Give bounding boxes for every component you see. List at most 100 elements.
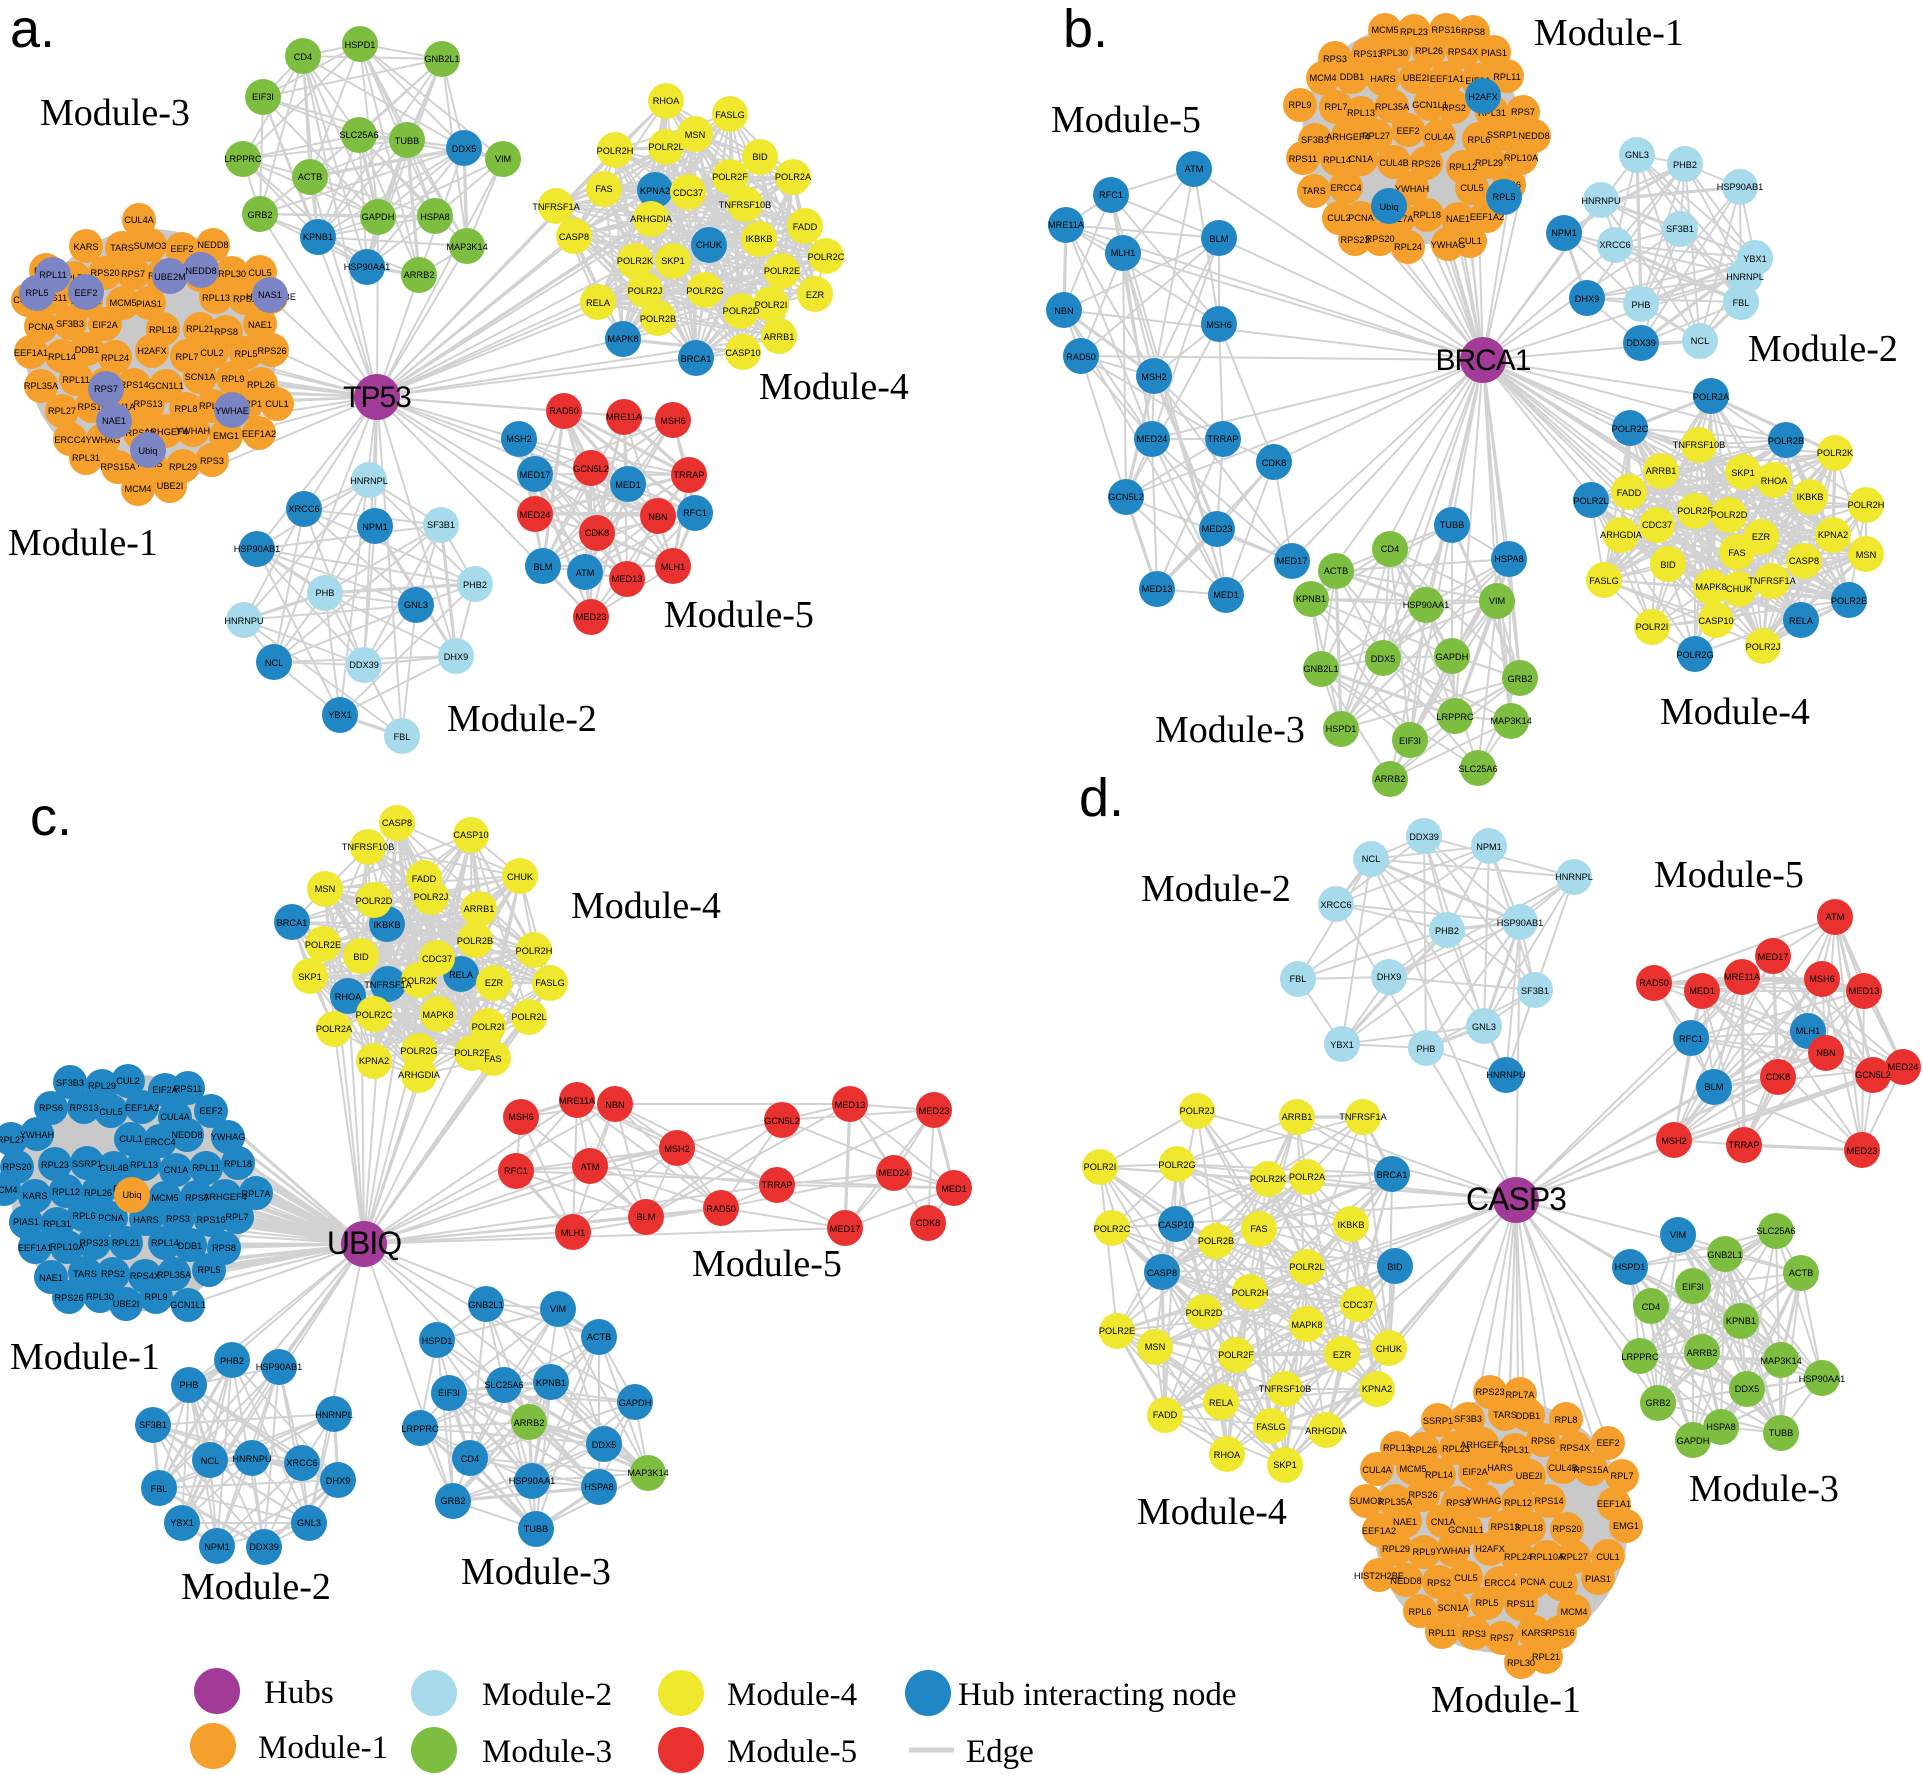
svg-text:NEDD8: NEDD8 [171,1130,202,1140]
svg-text:RPS26: RPS26 [1411,159,1440,169]
svg-text:RPS8: RPS8 [1461,27,1485,37]
svg-text:MRE11A: MRE11A [606,412,643,422]
svg-text:NBN: NBN [1816,1048,1835,1058]
svg-text:FADD: FADD [1153,1410,1178,1420]
svg-text:EEF1A1: EEF1A1 [18,1243,52,1253]
svg-text:ACTB: ACTB [1789,1268,1814,1278]
svg-text:ARHGEF4: ARHGEF4 [144,427,187,437]
svg-text:CDK8: CDK8 [1262,458,1287,468]
svg-text:RPL29: RPL29 [88,1081,116,1091]
svg-text:EEF1A2: EEF1A2 [125,1103,159,1113]
svg-text:MED23: MED23 [919,1106,950,1116]
svg-text:RPL23: RPL23 [41,1160,69,1170]
svg-text:ARRB1: ARRB1 [1282,1112,1313,1122]
svg-text:RPL5: RPL5 [1476,1598,1499,1608]
svg-text:Hub interacting node: Hub interacting node [958,1677,1237,1713]
svg-text:TNFRSF10B: TNFRSF10B [342,842,395,852]
svg-text:MED24: MED24 [1888,1062,1919,1072]
svg-text:HARS: HARS [133,1215,159,1225]
svg-text:RPL26: RPL26 [1415,46,1443,56]
svg-text:RPL31: RPL31 [1478,108,1506,118]
svg-text:VIM: VIM [550,1304,566,1314]
svg-text:NCL: NCL [1362,854,1380,864]
svg-text:CD4: CD4 [1642,1302,1660,1312]
svg-text:MSN: MSN [1856,550,1876,560]
svg-text:EEF1A2: EEF1A2 [1470,212,1504,222]
svg-text:EEF2: EEF2 [171,244,194,254]
svg-text:GRB2: GRB2 [1507,674,1532,684]
svg-text:MED1: MED1 [1213,590,1239,600]
svg-text:POLR2K: POLR2K [401,976,438,986]
svg-text:CD4: CD4 [1381,544,1399,554]
svg-text:SKP1: SKP1 [1273,1460,1297,1470]
svg-text:CDC37: CDC37 [422,954,452,964]
svg-text:RPS23: RPS23 [79,1238,108,1248]
svg-text:RPL9: RPL9 [145,1292,168,1302]
svg-text:MED24: MED24 [1137,434,1168,444]
svg-text:RPL21: RPL21 [1532,1652,1560,1662]
svg-text:ARRB2: ARRB2 [404,270,435,280]
svg-text:SSRP1: SSRP1 [72,1159,102,1169]
svg-text:IKBKB: IKBKB [1337,1220,1364,1230]
svg-text:RPL35A: RPL35A [157,1270,192,1280]
svg-text:RPS11: RPS11 [1289,154,1317,164]
svg-text:RPL6: RPL6 [73,1211,96,1221]
svg-text:MED1: MED1 [615,480,641,490]
svg-text:FBL: FBL [1733,298,1750,308]
svg-text:RPS3: RPS3 [200,456,224,466]
svg-text:SKP1: SKP1 [1731,468,1755,478]
svg-text:RPL5: RPL5 [198,1265,221,1275]
svg-text:POLR2D: POLR2D [1186,1308,1223,1318]
svg-text:RPL24: RPL24 [1394,242,1422,252]
svg-text:DDX39: DDX39 [1626,338,1656,348]
svg-text:KPNA2: KPNA2 [1362,1384,1392,1394]
svg-text:MAPK8: MAPK8 [1291,1320,1322,1330]
svg-text:CUL2: CUL2 [1549,1580,1573,1590]
svg-text:RPL5: RPL5 [235,349,258,359]
svg-text:VIM: VIM [1489,596,1505,606]
svg-text:RPS6: RPS6 [39,1103,63,1113]
svg-text:GCN1L1: GCN1L1 [1412,100,1448,110]
svg-text:FAS: FAS [484,1054,501,1064]
svg-text:RPL7A: RPL7A [1505,1390,1535,1400]
svg-text:RPL35A: RPL35A [1375,102,1410,112]
svg-text:CUL4B: CUL4B [1379,158,1409,168]
svg-text:RAD50: RAD50 [549,406,579,416]
svg-text:RPS14: RPS14 [1534,1496,1563,1506]
svg-text:XRCC6: XRCC6 [1599,240,1630,250]
svg-text:TNFRSF1A: TNFRSF1A [1339,1112,1387,1122]
svg-text:RPS3: RPS3 [1323,54,1347,64]
svg-text:POLR2F: POLR2F [712,172,748,182]
svg-text:RPL31: RPL31 [43,1219,71,1229]
svg-text:ARRB2: ARRB2 [1687,1348,1718,1358]
svg-text:ARHGDIA: ARHGDIA [630,214,673,224]
svg-text:RFC1: RFC1 [683,508,707,518]
svg-text:POLR2G: POLR2G [1158,1160,1195,1170]
svg-text:UBE2I: UBE2I [1516,1471,1543,1481]
svg-text:RPS11: RPS11 [1507,1599,1535,1609]
svg-text:POLR2G: POLR2G [1676,650,1713,660]
svg-text:TARS: TARS [1493,1410,1517,1420]
svg-text:NAE1: NAE1 [248,320,272,330]
svg-text:ARRB1: ARRB1 [1646,466,1677,476]
svg-text:MED1: MED1 [941,1184,967,1194]
svg-text:EEF1A1: EEF1A1 [1430,74,1464,84]
svg-text:CASP10: CASP10 [1158,1220,1193,1230]
svg-text:GAPDH: GAPDH [362,212,395,222]
svg-text:RPL24: RPL24 [101,353,129,363]
svg-text:Module-3: Module-3 [461,1551,611,1593]
svg-text:Module-4: Module-4 [759,366,909,408]
svg-text:RPL11: RPL11 [192,1163,219,1173]
svg-text:KARS: KARS [1521,1628,1546,1638]
svg-text:DHX9: DHX9 [1377,972,1402,982]
svg-text:EIF3I: EIF3I [438,1388,460,1398]
svg-text:EZR: EZR [806,290,825,300]
svg-text:CASP10: CASP10 [453,830,488,840]
svg-text:EIF3I: EIF3I [1682,1282,1704,1292]
svg-text:CASP10: CASP10 [1698,616,1733,626]
svg-text:Ubiq: Ubiq [123,1190,142,1200]
svg-text:RPL27: RPL27 [0,1135,25,1145]
svg-text:CDC37: CDC37 [673,188,703,198]
svg-text:ARHGEF4: ARHGEF4 [1460,1440,1503,1450]
svg-text:YWHAH: YWHAH [176,426,210,436]
